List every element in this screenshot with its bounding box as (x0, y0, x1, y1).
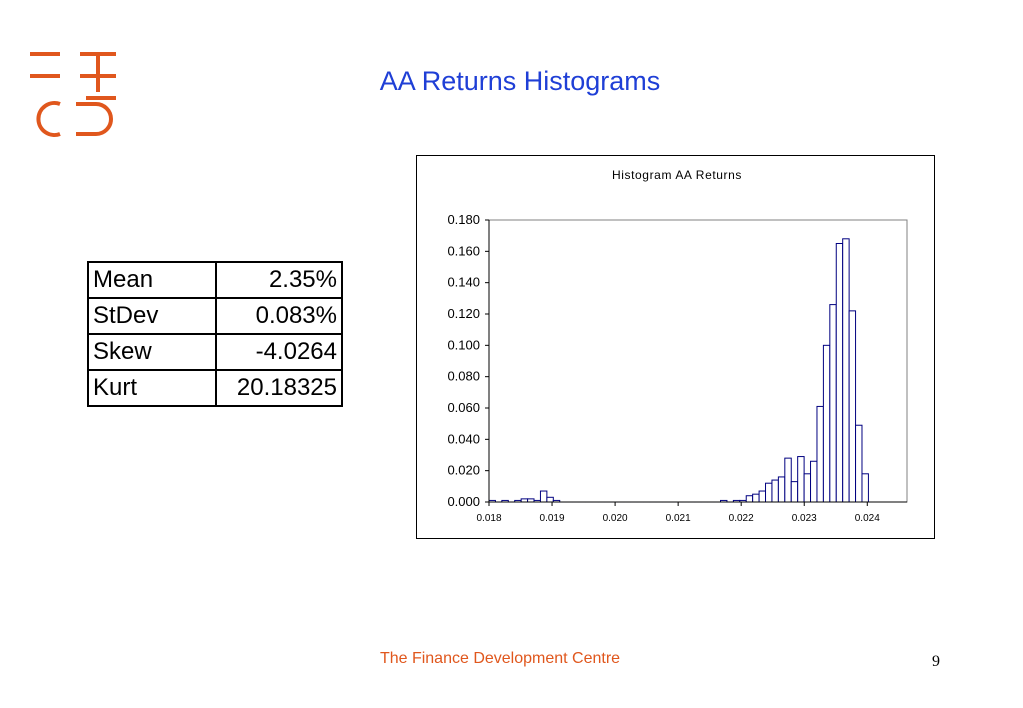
x-tick-label: 0.023 (792, 513, 817, 524)
footer-text: The Finance Development Centre (379, 650, 621, 667)
histogram-bar (816, 405, 824, 503)
slide-title: AA Returns Histograms (379, 66, 661, 96)
y-tick-label: 0.000 (447, 494, 480, 509)
histogram-bar (855, 424, 863, 503)
x-tick-label: 0.024 (855, 513, 880, 524)
stat-label: Skew (87, 333, 217, 371)
y-tick-label: 0.100 (447, 337, 480, 352)
histogram-svg: Histogram AA Returns 0.000 0.020 0.040 0.06… (447, 168, 908, 524)
y-tick-label: 0.160 (447, 243, 480, 258)
y-tick-label: 0.060 (447, 400, 480, 415)
histogram-bar (790, 481, 799, 503)
stat-value: -4.0264 (215, 333, 343, 371)
stats-row-kurt: Kurt 20.18325 (87, 369, 343, 407)
y-tick-label: 0.080 (447, 369, 480, 384)
page-number: 9 (932, 653, 940, 670)
stats-row-mean: Mean 2.35% (87, 261, 343, 299)
histogram-bar (848, 310, 857, 503)
stat-label: StDev (87, 297, 217, 335)
histogram-bar (539, 490, 548, 503)
stat-value: 2.35% (215, 261, 343, 299)
histogram-bar (752, 493, 760, 503)
x-tick-label: 0.019 (540, 513, 565, 524)
histogram-bar (842, 238, 850, 503)
stat-label: Mean (87, 261, 217, 299)
stats-row-stdev: StDev 0.083% (87, 297, 343, 335)
histogram-bar (822, 344, 831, 503)
y-tick-label: 0.040 (447, 431, 480, 446)
y-tick-label: 0.140 (447, 275, 480, 290)
chart-title: Histogram AA Returns (612, 168, 742, 182)
stat-label: Kurt (87, 369, 217, 407)
stats-table: Mean 2.35% StDev 0.083% Skew -4.0264 Kur… (87, 261, 343, 407)
fdc-logo (30, 52, 116, 137)
histogram-bar (784, 457, 792, 503)
y-tick-label: 0.180 (447, 212, 480, 227)
x-tick-label: 0.021 (666, 513, 691, 524)
histogram-bar (745, 495, 754, 503)
histogram-bar (771, 479, 779, 503)
x-tick-label: 0.022 (729, 513, 754, 524)
y-tick-label: 0.020 (447, 463, 480, 478)
histogram-chart: Histogram AA Returns 0.000 0.020 0.040 0.06… (416, 155, 935, 539)
histogram-bar (758, 490, 767, 503)
histogram-bar (803, 473, 812, 503)
histogram-bar (777, 476, 786, 503)
y-tick-label: 0.120 (447, 306, 480, 321)
histogram-bar (797, 456, 805, 503)
x-tick-label: 0.020 (603, 513, 628, 524)
stat-value: 0.083% (215, 297, 343, 335)
histogram-bar (861, 473, 869, 503)
histogram-bar (765, 482, 773, 503)
histogram-bar (835, 243, 844, 503)
histogram-bar (810, 460, 818, 503)
histogram-bar (829, 304, 837, 503)
histogram-bar (546, 496, 554, 503)
x-tick-label: 0.018 (476, 513, 501, 524)
stat-value: 20.18325 (215, 369, 343, 407)
stats-row-skew: Skew -4.0264 (87, 333, 343, 371)
